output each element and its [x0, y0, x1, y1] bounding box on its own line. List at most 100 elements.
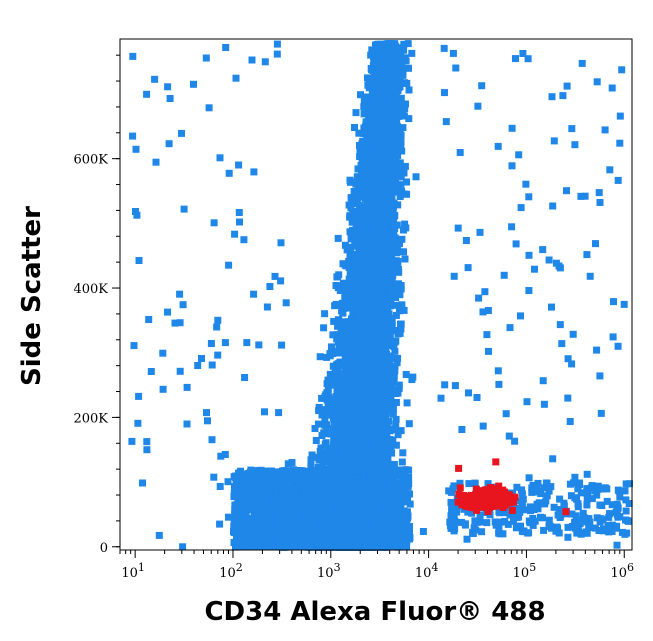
data-point [362, 122, 370, 130]
data-point [328, 343, 335, 351]
data-point [394, 431, 402, 439]
data-point [345, 275, 353, 283]
data-point [329, 402, 337, 410]
data-point [350, 188, 358, 195]
data-point [390, 343, 398, 350]
data-point [405, 420, 413, 428]
data-point [362, 355, 370, 363]
data-point [395, 384, 403, 392]
data-point [360, 98, 368, 105]
data-point [386, 364, 394, 372]
data-point [333, 365, 341, 373]
data-point [314, 420, 322, 428]
data-point [392, 441, 400, 449]
data-point [312, 437, 320, 444]
data-point [384, 276, 392, 284]
data-point [400, 248, 407, 256]
data-point [389, 271, 397, 279]
data-point [368, 348, 376, 356]
data-point [353, 198, 361, 205]
data-point [346, 364, 354, 372]
data-point [399, 449, 407, 457]
data-point [367, 287, 375, 295]
data-point [395, 265, 402, 273]
data-point [348, 200, 356, 208]
data-point [356, 153, 364, 160]
data-point [392, 399, 400, 406]
data-point [392, 415, 400, 423]
data-point [381, 446, 389, 453]
data-point [397, 320, 405, 328]
data-point [391, 347, 399, 355]
data-point [387, 393, 395, 401]
data-point [348, 234, 355, 242]
data-point [397, 142, 405, 150]
data-point [384, 310, 392, 318]
data-point [398, 458, 406, 466]
data-point [392, 311, 400, 319]
data-point [397, 173, 405, 181]
data-point [351, 124, 358, 131]
data-point [399, 124, 407, 132]
data-point [329, 331, 337, 339]
data-point [321, 310, 329, 318]
data-point [362, 93, 370, 101]
data-point [316, 353, 324, 361]
data-point [323, 353, 331, 361]
data-point [355, 208, 363, 216]
data-point [323, 380, 331, 388]
data-point [346, 281, 354, 288]
data-point [344, 360, 352, 367]
data-point [375, 177, 383, 184]
data-point [368, 46, 376, 54]
data-point [383, 281, 391, 289]
data-point [334, 234, 342, 242]
data-point [405, 64, 412, 72]
data-point [321, 440, 329, 448]
data-point [377, 286, 385, 294]
data-point [401, 255, 409, 263]
data-point [311, 425, 319, 432]
data-point [405, 115, 413, 123]
data-point [396, 193, 404, 200]
data-point [334, 320, 342, 328]
data-point [324, 376, 332, 384]
data-point [412, 173, 420, 181]
data-point [388, 382, 396, 390]
data-point [395, 307, 403, 315]
data-point [335, 271, 343, 279]
data-point [346, 269, 354, 277]
data-point [338, 299, 346, 307]
data-points [128, 40, 633, 551]
data-point [394, 244, 402, 252]
data-point [315, 456, 323, 464]
data-point [332, 410, 340, 418]
data-point [355, 129, 363, 137]
data-point [383, 403, 391, 411]
data-point [385, 417, 393, 425]
data-point [339, 334, 347, 342]
data-point [319, 460, 327, 468]
data-point [389, 354, 397, 362]
data-point [396, 72, 404, 80]
data-point [360, 280, 368, 287]
data-point [402, 100, 409, 108]
data-point [401, 162, 409, 170]
data-point [387, 324, 395, 332]
data-point [400, 306, 408, 314]
data-point [382, 409, 390, 417]
data-point [386, 427, 394, 435]
data-point [351, 277, 359, 285]
data-point [379, 403, 387, 411]
data-point [402, 224, 410, 232]
data-point [357, 440, 365, 448]
data-point [345, 263, 353, 271]
data-point [318, 411, 326, 419]
data-point [383, 315, 391, 323]
data-point [382, 431, 390, 439]
data-point [326, 430, 334, 438]
data-point [332, 282, 340, 289]
data-point [384, 457, 392, 465]
data-point [392, 337, 400, 345]
data-point [396, 291, 404, 299]
